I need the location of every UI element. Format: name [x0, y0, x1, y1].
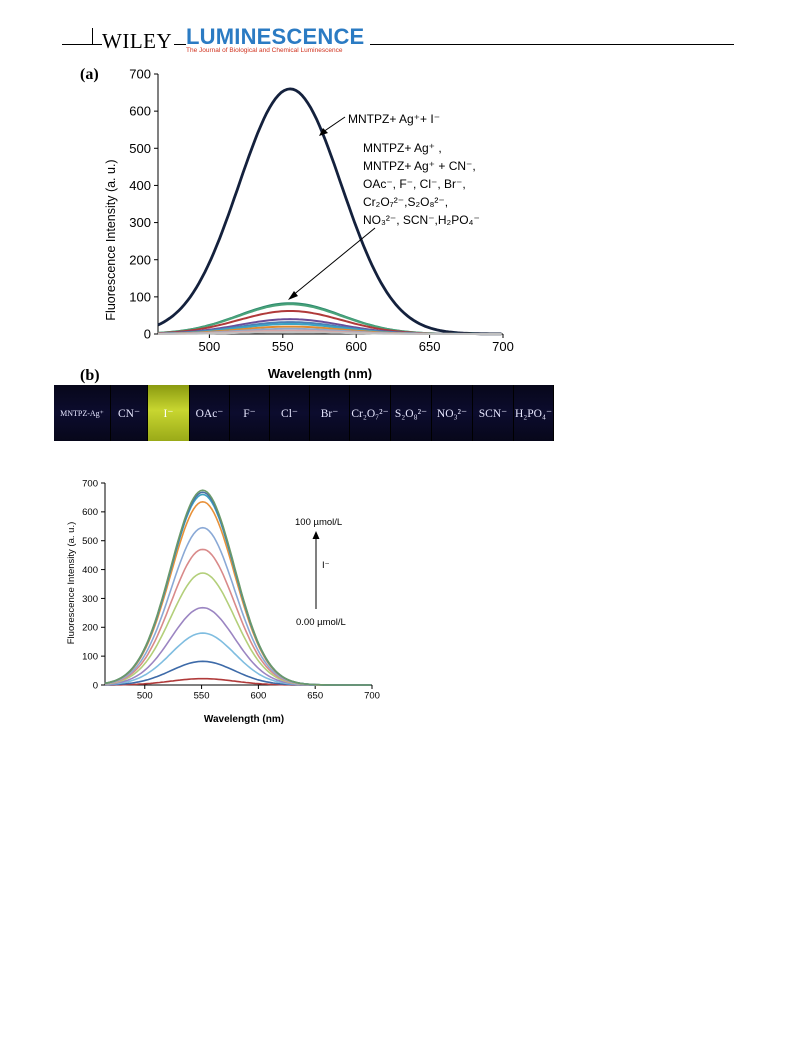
y-tick-label: 600 [82, 507, 98, 518]
vial-label: NO₃²⁻ [436, 408, 468, 420]
panel-label-a: (a) [80, 66, 99, 83]
vial-3: I⁻ [148, 385, 190, 441]
vial-label: SCN⁻ [478, 408, 508, 420]
annotation-line1-a: MNTPZ+ Ag⁺ , [363, 141, 442, 155]
y-axis-label-a: Fluorescence Intensity (a. u.) [104, 159, 118, 320]
x-tick-label: 600 [345, 339, 367, 354]
spectrum-line [104, 572, 371, 686]
annotation-bottom-c: 0.00 µmol/L [296, 617, 346, 628]
x-tick-label: 700 [492, 339, 514, 354]
x-tick-label: 550 [194, 691, 210, 702]
spectrum-chart-a: 0 100 200 300 400 500 600 700 500 550 600 650 700 Wa… [104, 67, 514, 380]
annotation-mid-c: I⁻ [322, 560, 330, 571]
header-rule [62, 44, 734, 45]
y-axis-label-c: Fluorescence Intensity (a. u.) [66, 522, 77, 645]
journal-title: LUMINESCENCE [186, 24, 365, 49]
arrow-to-low-curves [288, 227, 376, 300]
x-tick-label: 650 [419, 339, 441, 354]
vial-4: OAc⁻ [190, 385, 230, 441]
x-axis-label-c: Wavelength (nm) [204, 714, 284, 725]
y-tick-label: 0 [93, 680, 98, 691]
vial-photo-strip: MNTPZ-Ag⁺ CN⁻ I⁻ OAc⁻ F⁻ Cl⁻ Br⁻ Cr₂O₇²⁻ S₂O₈²⁻ N… [54, 385, 554, 441]
header-tick [92, 28, 93, 45]
spectrum-line [157, 87, 502, 336]
vial-1: MNTPZ-Ag⁺ [54, 385, 111, 441]
vial-10: NO₃²⁻ [432, 385, 473, 441]
y-tick-label: 300 [82, 594, 98, 605]
vial-7: Br⁻ [310, 385, 350, 441]
vial-6: Cl⁻ [270, 385, 310, 441]
spectrum-line [104, 526, 371, 686]
x-tick-label: 550 [272, 339, 294, 354]
annotation-line3-a: OAc⁻, F⁻, Cl⁻, Br⁻, [363, 177, 466, 191]
spectrum-line [158, 331, 502, 335]
annotation-top-c: 100 µmol/L [295, 517, 342, 528]
y-tick-label: 300 [129, 215, 151, 230]
spectrum-chart-titration: 0 100 200 300 400 500 600 700 500 550 600 650 700 Wa… [66, 478, 380, 725]
vial-label: CN⁻ [117, 408, 141, 420]
x-tick-label: 500 [199, 339, 221, 354]
vial-label: H₂PO₄⁻ [514, 408, 553, 420]
publisher-brand: WILEY [102, 29, 175, 53]
journal-subtitle: The Journal of Biological and Chemical L… [186, 47, 343, 54]
y-tick-label: 500 [82, 536, 98, 547]
vial-label: F⁻ [243, 408, 256, 420]
y-tick-label: 700 [129, 67, 151, 82]
y-tick-label: 100 [129, 289, 151, 304]
y-tick-label: 500 [129, 141, 151, 156]
annotation-line4-a: Cr₂O₇²⁻,S₂O₈²⁻, [363, 195, 448, 209]
vial-label: Cl⁻ [281, 408, 298, 420]
arrow-to-iodide-curve [319, 116, 346, 136]
y-tick-label: 200 [82, 623, 98, 634]
vial-11: SCN⁻ [473, 385, 514, 441]
vial-label: S₂O₈²⁻ [394, 408, 428, 420]
journal-logo: LUMINESCENCE The Journal of Biological a… [186, 24, 371, 55]
spectrum-line [104, 489, 371, 686]
y-tick-label: 400 [82, 565, 98, 576]
vial-2: CN⁻ [111, 385, 148, 441]
vial-label: Br⁻ [320, 408, 339, 420]
vial-label: I⁻ [163, 408, 174, 420]
x-tick-label: 600 [250, 691, 266, 702]
y-tick-label: 600 [129, 104, 151, 119]
y-tick-label: 100 [82, 651, 98, 662]
vial-12: H₂PO₄⁻ [514, 385, 554, 441]
x-tick-label: 650 [307, 691, 323, 702]
panel-label-b: (b) [80, 367, 100, 384]
vial-9: S₂O₈²⁻ [391, 385, 432, 441]
annotation-line2-a: MNTPZ+ Ag⁺ + CN⁻, [363, 159, 476, 173]
annotation-top-a: MNTPZ+ Ag⁺+ I⁻ [348, 112, 440, 126]
x-tick-label: 500 [137, 691, 153, 702]
y-tick-label: 700 [82, 478, 98, 489]
vial-label: OAc⁻ [195, 408, 224, 420]
x-axis-label-a: Wavelength (nm) [268, 366, 372, 380]
vial-8: Cr₂O₇²⁻ [350, 385, 391, 441]
vial-5: F⁻ [230, 385, 270, 441]
y-tick-label: 0 [144, 327, 151, 342]
y-tick-label: 200 [129, 252, 151, 267]
annotation-line5-a: NO₃²⁻, SCN⁻,H₂PO₄⁻ [363, 213, 480, 227]
vial-label: MNTPZ-Ag⁺ [60, 408, 104, 418]
vial-label: Cr₂O₇²⁻ [351, 408, 389, 420]
y-tick-label: 400 [129, 178, 151, 193]
concentration-arrow [312, 531, 320, 609]
x-tick-label: 700 [364, 691, 380, 702]
